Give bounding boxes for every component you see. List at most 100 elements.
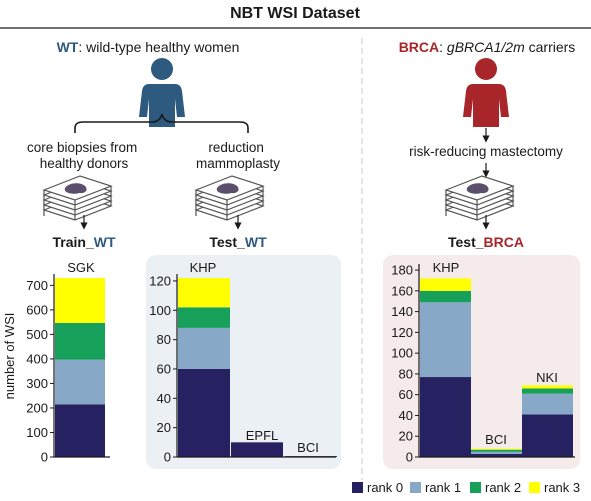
bar-sgk-rank0: [55, 404, 105, 457]
y-tick-label: 180: [391, 263, 413, 278]
y-tick-label: 80: [157, 332, 171, 347]
y-tick-label: 40: [399, 408, 413, 423]
bar-epfl-rank0: [231, 442, 283, 457]
wt-branch-right-line1: reduction: [208, 140, 264, 155]
wt-branch-left-line1: core biopsies from: [27, 140, 137, 155]
y-tick-label: 40: [157, 391, 171, 406]
chart-test-wt: KHP EPFL BCI 0 20 40 60 80 100 120: [149, 260, 337, 465]
y-tick-label: 120: [149, 273, 171, 288]
y-tick-label: 500: [26, 327, 48, 342]
brca-slides-icon: [445, 175, 514, 221]
bar-khp-rank1: [420, 302, 471, 378]
chart-test-brca: KHP BCI NKI 0 20 40 60 80 100 120 140 160 180: [391, 260, 575, 465]
y-tick-label: 80: [399, 366, 413, 381]
test-brca-label: Test_BRCA: [448, 234, 524, 250]
brca-header: BRCA: gBRCA1/2m carriers: [399, 39, 576, 55]
bar-nki-rank1: [522, 393, 573, 415]
bar-khp-rank3: [178, 278, 230, 308]
bar-khp-rank3: [420, 278, 471, 291]
category-label: EPFL: [246, 428, 279, 443]
figure-title: NBT WSI Dataset: [230, 5, 360, 22]
legend-label: rank 2: [485, 480, 521, 495]
bar-nki-rank3: [522, 385, 573, 389]
y-tick-label: 60: [157, 361, 171, 376]
wt-branch-right: reduction mammoplasty: [196, 140, 280, 171]
legend-swatch: [529, 482, 540, 493]
legend-label: rank 0: [367, 480, 403, 495]
train-wt-prefix: Train_: [52, 234, 93, 250]
y-tick-label: 100: [391, 346, 413, 361]
bar-bci-rank1: [471, 451, 522, 454]
train-wt-label: Train_WT: [52, 234, 115, 250]
wt-branch-left: core biopsies from healthy donors: [27, 140, 141, 171]
brca-desc-italic: gBRCA1/2m: [447, 39, 525, 55]
y-tick-label: 0: [41, 450, 48, 465]
y-tick-label: 600: [26, 302, 48, 317]
test-wt-panel: [146, 255, 341, 469]
bar-nki-rank0: [522, 414, 573, 457]
category-label: SGK: [67, 260, 95, 275]
bar-sgk-rank3: [55, 278, 105, 323]
category-label: KHP: [190, 260, 217, 275]
y-tick-label: 20: [399, 429, 413, 444]
brca-abbr: BRCA: [399, 39, 439, 55]
category-label: NKI: [536, 370, 558, 385]
category-label: KHP: [433, 260, 460, 275]
y-tick-label: 100: [149, 303, 171, 318]
y-tick-label: 300: [26, 376, 48, 391]
bar-bci-rank0: [471, 453, 522, 457]
legend-label: rank 3: [544, 480, 580, 495]
y-tick-label: 60: [399, 387, 413, 402]
y-tick-label: 700: [26, 278, 48, 293]
bar-khp-rank2: [178, 307, 230, 328]
bar-bci-rank2: [471, 449, 522, 452]
wt-branch-right-line2: mammoplasty: [196, 156, 280, 171]
legend-swatch: [470, 482, 481, 493]
test-wt-label: Test_WT: [209, 234, 267, 250]
legend-swatch: [410, 482, 421, 493]
y-tick-label: 100: [26, 425, 48, 440]
y-tick-label: 20: [157, 420, 171, 435]
wt-abbr: WT: [57, 39, 79, 55]
y-tick-label: 0: [406, 450, 413, 465]
y-tick-label: 160: [391, 283, 413, 298]
test-brca-prefix: Test_: [448, 234, 484, 250]
wt-person-icon: [139, 58, 185, 127]
wt-test-slides-icon: [195, 175, 264, 221]
bar-khp-rank0: [178, 368, 230, 457]
category-label: BCI: [485, 432, 507, 447]
y-tick-label: 0: [164, 450, 171, 465]
bar-bci-rank3: [471, 448, 522, 450]
y-tick-label: 200: [26, 400, 48, 415]
test-brca-suffix: BRCA: [484, 234, 524, 250]
wt-description: : wild-type healthy women: [78, 39, 239, 55]
y-tick-label: 120: [391, 325, 413, 340]
category-label: BCI: [297, 440, 319, 455]
test-wt-prefix: Test_: [209, 234, 245, 250]
bar-sgk-rank2: [55, 322, 105, 360]
wt-brace: [74, 113, 249, 133]
bar-sgk-rank1: [55, 359, 105, 405]
brca-desc-prefix: :: [439, 39, 447, 55]
train-wt-suffix: WT: [94, 234, 116, 250]
brca-desc-suffix: carriers: [525, 39, 576, 55]
bar-nki-rank2: [522, 388, 573, 394]
chart-train-wt: SGK 0 100 200 300 400 500 600 700: [26, 260, 110, 465]
wt-branch-left-line2: healthy donors: [40, 156, 129, 171]
wt-train-slides-icon: [43, 175, 112, 221]
test-wt-suffix: WT: [245, 234, 267, 250]
y-tick-label: 400: [26, 351, 48, 366]
brca-procedure: risk-reducing mastectomy: [409, 144, 563, 159]
bar-khp-rank0: [420, 377, 471, 457]
y-tick-label: 140: [391, 304, 413, 319]
legend-swatch: [352, 482, 363, 493]
bar-khp-rank2: [420, 290, 471, 303]
bar-khp-rank1: [178, 327, 230, 369]
legend: rank 0 rank 1 rank 2 rank 3: [352, 480, 580, 495]
wt-header: WT: wild-type healthy women: [57, 39, 240, 55]
y-axis-label: number of WSI: [2, 313, 17, 400]
brca-person-icon: [463, 58, 509, 127]
legend-label: rank 1: [425, 480, 461, 495]
